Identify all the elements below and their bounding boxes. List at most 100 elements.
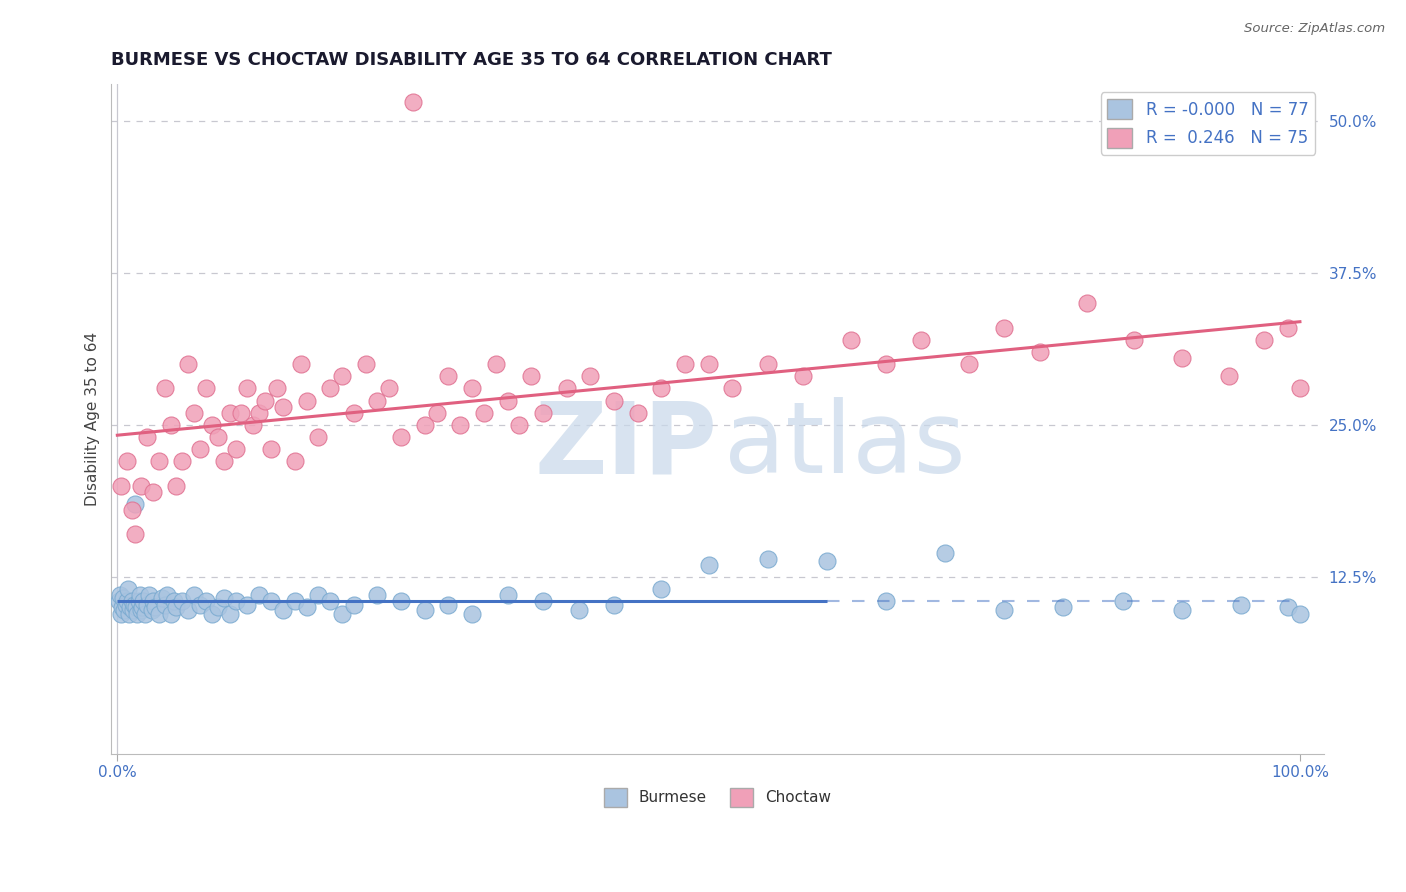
Point [124, 497, 146, 511]
Point [236, 598, 259, 612]
Point [132, 594, 155, 608]
Point [225, 442, 247, 457]
Point [172, 594, 194, 608]
Point [1289, 607, 1312, 621]
Point [603, 393, 626, 408]
Point [153, 381, 176, 395]
Point [366, 588, 388, 602]
Point [107, 594, 129, 608]
Point [697, 357, 720, 371]
Point [225, 594, 247, 608]
Point [354, 357, 377, 371]
Point [110, 479, 132, 493]
Point [114, 598, 136, 612]
Point [121, 594, 143, 608]
Point [402, 95, 425, 110]
Point [520, 369, 543, 384]
Point [319, 594, 342, 608]
Point [1123, 333, 1146, 347]
Point [290, 357, 312, 371]
Point [875, 357, 897, 371]
Point [496, 393, 519, 408]
Point [177, 603, 200, 617]
Point [472, 406, 495, 420]
Point [389, 430, 412, 444]
Point [271, 400, 294, 414]
Point [142, 484, 165, 499]
Point [437, 598, 460, 612]
Point [839, 333, 862, 347]
Point [1277, 320, 1299, 334]
Text: ZIP: ZIP [534, 397, 717, 494]
Point [135, 430, 157, 444]
Point [172, 454, 194, 468]
Point [284, 454, 307, 468]
Point [156, 588, 179, 602]
Point [134, 607, 156, 621]
Point [266, 381, 288, 395]
Point [212, 454, 235, 468]
Point [143, 600, 166, 615]
Point [508, 417, 530, 432]
Point [413, 417, 436, 432]
Point [195, 594, 218, 608]
Point [128, 588, 150, 602]
Point [183, 406, 205, 420]
Point [112, 591, 135, 605]
Point [426, 406, 449, 420]
Point [135, 598, 157, 612]
Point [108, 588, 131, 602]
Point [697, 558, 720, 572]
Point [195, 381, 218, 395]
Point [207, 430, 229, 444]
Point [650, 381, 672, 395]
Point [1170, 351, 1192, 365]
Point [115, 594, 138, 608]
Point [131, 600, 153, 615]
Point [307, 588, 329, 602]
Point [242, 417, 264, 432]
Point [993, 320, 1015, 334]
Point [673, 357, 696, 371]
Point [1218, 369, 1240, 384]
Point [218, 406, 240, 420]
Point [112, 603, 135, 617]
Point [307, 430, 329, 444]
Text: Source: ZipAtlas.com: Source: ZipAtlas.com [1244, 22, 1385, 36]
Point [120, 600, 142, 615]
Point [461, 607, 484, 621]
Point [343, 598, 366, 612]
Point [1277, 600, 1299, 615]
Point [650, 582, 672, 597]
Point [142, 594, 165, 608]
Point [148, 607, 170, 621]
Point [110, 607, 132, 621]
Point [159, 607, 181, 621]
Point [815, 554, 838, 568]
Point [231, 406, 253, 420]
Point [910, 333, 932, 347]
Point [756, 357, 779, 371]
Point [122, 598, 145, 612]
Point [531, 406, 554, 420]
Point [236, 381, 259, 395]
Point [1253, 333, 1275, 347]
Point [183, 588, 205, 602]
Point [247, 406, 270, 420]
Point [163, 594, 186, 608]
Point [124, 527, 146, 541]
Point [993, 603, 1015, 617]
Point [201, 417, 224, 432]
Point [461, 381, 484, 395]
Point [627, 406, 650, 420]
Point [254, 393, 277, 408]
Point [138, 588, 160, 602]
Point [1289, 381, 1312, 395]
Point [166, 600, 188, 615]
Point [875, 594, 897, 608]
Point [1029, 344, 1052, 359]
Point [579, 369, 602, 384]
Point [127, 607, 149, 621]
Point [271, 603, 294, 617]
Point [957, 357, 980, 371]
